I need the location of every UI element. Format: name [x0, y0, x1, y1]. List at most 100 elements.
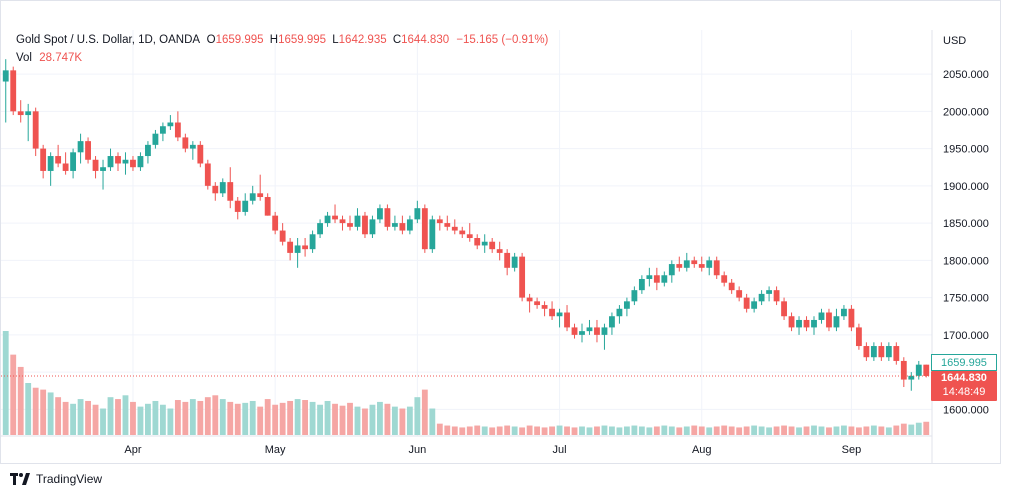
candle-body[interactable]	[145, 144, 151, 157]
candle-body[interactable]	[766, 290, 773, 294]
candle-body[interactable]	[826, 312, 832, 328]
candle-body[interactable]	[2, 70, 9, 82]
candle-body[interactable]	[257, 193, 264, 198]
candle-body[interactable]	[10, 70, 17, 112]
candle-body[interactable]	[900, 360, 907, 380]
candle-body[interactable]	[309, 234, 316, 250]
candle-body[interactable]	[182, 137, 189, 149]
candle-body[interactable]	[915, 364, 922, 376]
candle-body[interactable]	[534, 301, 541, 306]
candle-body[interactable]	[332, 215, 338, 220]
candle-body[interactable]	[451, 226, 458, 231]
candle-body[interactable]	[264, 197, 271, 216]
candle-body[interactable]	[885, 346, 892, 358]
candle-body[interactable]	[47, 156, 54, 171]
candle-body[interactable]	[122, 159, 129, 164]
candle-body[interactable]	[788, 316, 795, 328]
candle-body[interactable]	[369, 219, 376, 235]
candle-body[interactable]	[189, 144, 196, 149]
candle-body[interactable]	[556, 312, 563, 317]
candle-body[interactable]	[623, 301, 630, 309]
candle-body[interactable]	[77, 141, 84, 153]
candle-body[interactable]	[436, 219, 443, 224]
candle-body[interactable]	[130, 159, 136, 168]
candle-body[interactable]	[683, 260, 690, 268]
candle-body[interactable]	[661, 275, 668, 283]
candle-body[interactable]	[324, 215, 331, 224]
candle-body[interactable]	[85, 141, 91, 160]
candle-body[interactable]	[429, 219, 436, 250]
candle-body[interactable]	[526, 297, 533, 302]
candle-body[interactable]	[811, 319, 817, 328]
candle-body[interactable]	[152, 133, 159, 145]
candle-body[interactable]	[646, 275, 653, 279]
candle-body[interactable]	[496, 249, 503, 253]
candle-body[interactable]	[609, 316, 615, 328]
candle-body[interactable]	[698, 264, 705, 268]
candle-body[interactable]	[579, 331, 585, 335]
candle-body[interactable]	[796, 319, 802, 328]
candle-body[interactable]	[391, 223, 398, 227]
candle-body[interactable]	[302, 245, 309, 250]
candle-body[interactable]	[174, 122, 181, 138]
candle-body[interactable]	[616, 308, 623, 317]
candle-body[interactable]	[421, 208, 428, 250]
candle-body[interactable]	[159, 126, 166, 134]
candle-body[interactable]	[100, 167, 106, 171]
candle-body[interactable]	[272, 215, 279, 231]
candle-body[interactable]	[212, 185, 219, 194]
candle-body[interactable]	[227, 182, 234, 201]
candle-body[interactable]	[55, 156, 62, 164]
candle-body[interactable]	[668, 264, 675, 276]
candle-body[interactable]	[40, 148, 47, 171]
time-scale[interactable]: Apr May Jun Jul Aug Sep	[124, 444, 861, 456]
candle-body[interactable]	[736, 290, 743, 298]
candle-body[interactable]	[204, 163, 211, 186]
candle-body[interactable]	[459, 230, 466, 235]
tradingview-logo[interactable]: TradingView	[10, 472, 102, 486]
candle-body[interactable]	[137, 156, 144, 168]
candle-body[interactable]	[107, 156, 114, 168]
candle-body[interactable]	[594, 327, 600, 335]
candle-body[interactable]	[721, 275, 728, 283]
candle-body[interactable]	[25, 111, 32, 116]
candle-body[interactable]	[841, 308, 847, 317]
candle-body[interactable]	[586, 327, 593, 332]
candle-body[interactable]	[781, 301, 787, 317]
candle-body[interactable]	[92, 159, 99, 171]
candle-body[interactable]	[743, 297, 750, 309]
candle-body[interactable]	[354, 215, 361, 227]
candle-body[interactable]	[489, 241, 496, 250]
candle-body[interactable]	[384, 208, 391, 227]
candle-body[interactable]	[631, 290, 638, 302]
candle-body[interactable]	[406, 219, 413, 231]
candle-body[interactable]	[833, 316, 840, 328]
candle-body[interactable]	[242, 200, 249, 212]
candle-body[interactable]	[294, 245, 301, 253]
candle-body[interactable]	[115, 156, 121, 164]
candle-body[interactable]	[549, 308, 555, 317]
candle-body[interactable]	[571, 327, 578, 335]
candle-body[interactable]	[863, 346, 870, 358]
candle-body[interactable]	[511, 256, 518, 268]
candle-body[interactable]	[347, 223, 353, 227]
candle-body[interactable]	[399, 223, 406, 231]
candle-body[interactable]	[362, 215, 368, 235]
candle-body[interactable]	[923, 364, 930, 376]
candle-body[interactable]	[414, 208, 421, 220]
candle-body[interactable]	[287, 241, 294, 253]
candle-body[interactable]	[818, 312, 825, 320]
candle-body[interactable]	[773, 290, 780, 302]
candle-body[interactable]	[893, 346, 900, 361]
candle-body[interactable]	[638, 278, 645, 291]
candle-body[interactable]	[466, 234, 473, 238]
candle-body[interactable]	[676, 264, 683, 268]
candle-body[interactable]	[870, 346, 877, 358]
candle-body[interactable]	[234, 200, 241, 212]
volume-label[interactable]: Vol	[16, 52, 32, 64]
candle-body[interactable]	[519, 256, 526, 298]
candle-body[interactable]	[504, 252, 511, 268]
candle-body[interactable]	[803, 319, 810, 328]
candle-body[interactable]	[17, 111, 24, 116]
